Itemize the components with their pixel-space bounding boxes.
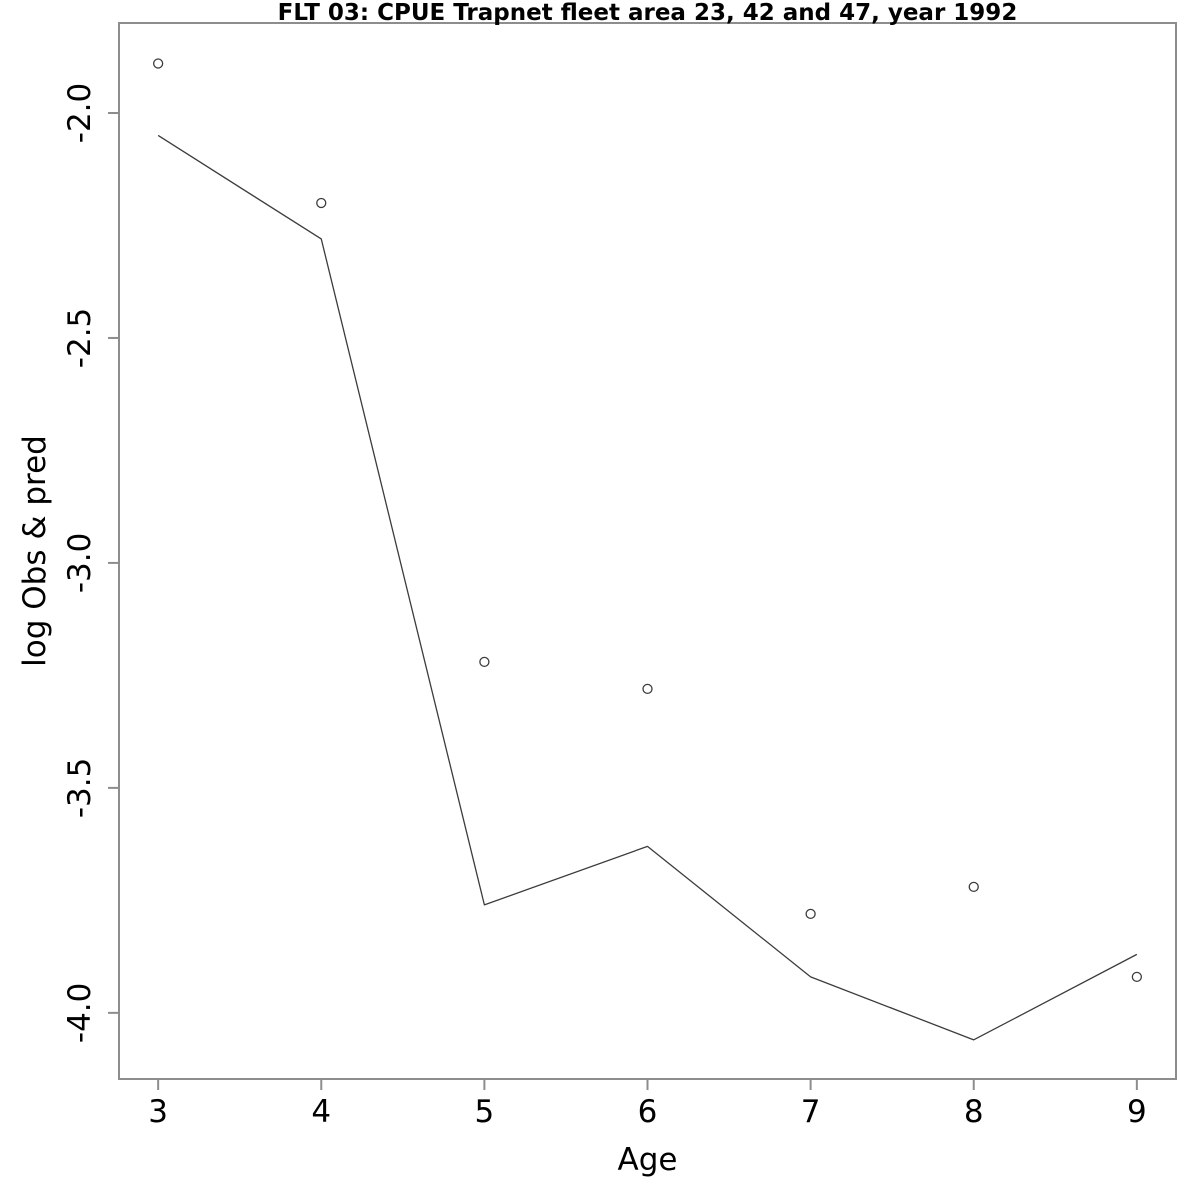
observed-point	[1131, 971, 1143, 983]
predicted-line	[157, 134, 1138, 1041]
x-tick-label: 7	[801, 1094, 821, 1130]
plot-box	[118, 22, 1177, 1080]
x-tick-label: 3	[148, 1094, 168, 1130]
y-tick-label: -2.0	[62, 83, 98, 143]
y-tick-label: -2.5	[62, 308, 98, 369]
chart-title: FLT 03: CPUE Trapnet fleet area 23, 42 a…	[278, 0, 1018, 26]
observed-point	[805, 908, 816, 920]
observed-point	[968, 881, 979, 893]
x-tick-label: 9	[1127, 1094, 1147, 1130]
x-axis-label: Age	[618, 1142, 678, 1178]
x-tick-label: 5	[475, 1094, 495, 1130]
x-tick-label: 4	[311, 1094, 331, 1130]
x-tick-label: 6	[638, 1094, 658, 1130]
y-axis-label: log Obs & pred	[17, 435, 53, 667]
observed-point	[479, 656, 490, 668]
y-tick-label: -3.5	[62, 758, 98, 819]
observed-point	[316, 197, 327, 209]
x-tick-label: 8	[964, 1094, 984, 1130]
observed-point	[152, 58, 164, 69]
y-tick-label: -4.0	[62, 983, 98, 1044]
observed-point	[642, 683, 653, 695]
y-tick-label: -3.0	[62, 533, 98, 594]
